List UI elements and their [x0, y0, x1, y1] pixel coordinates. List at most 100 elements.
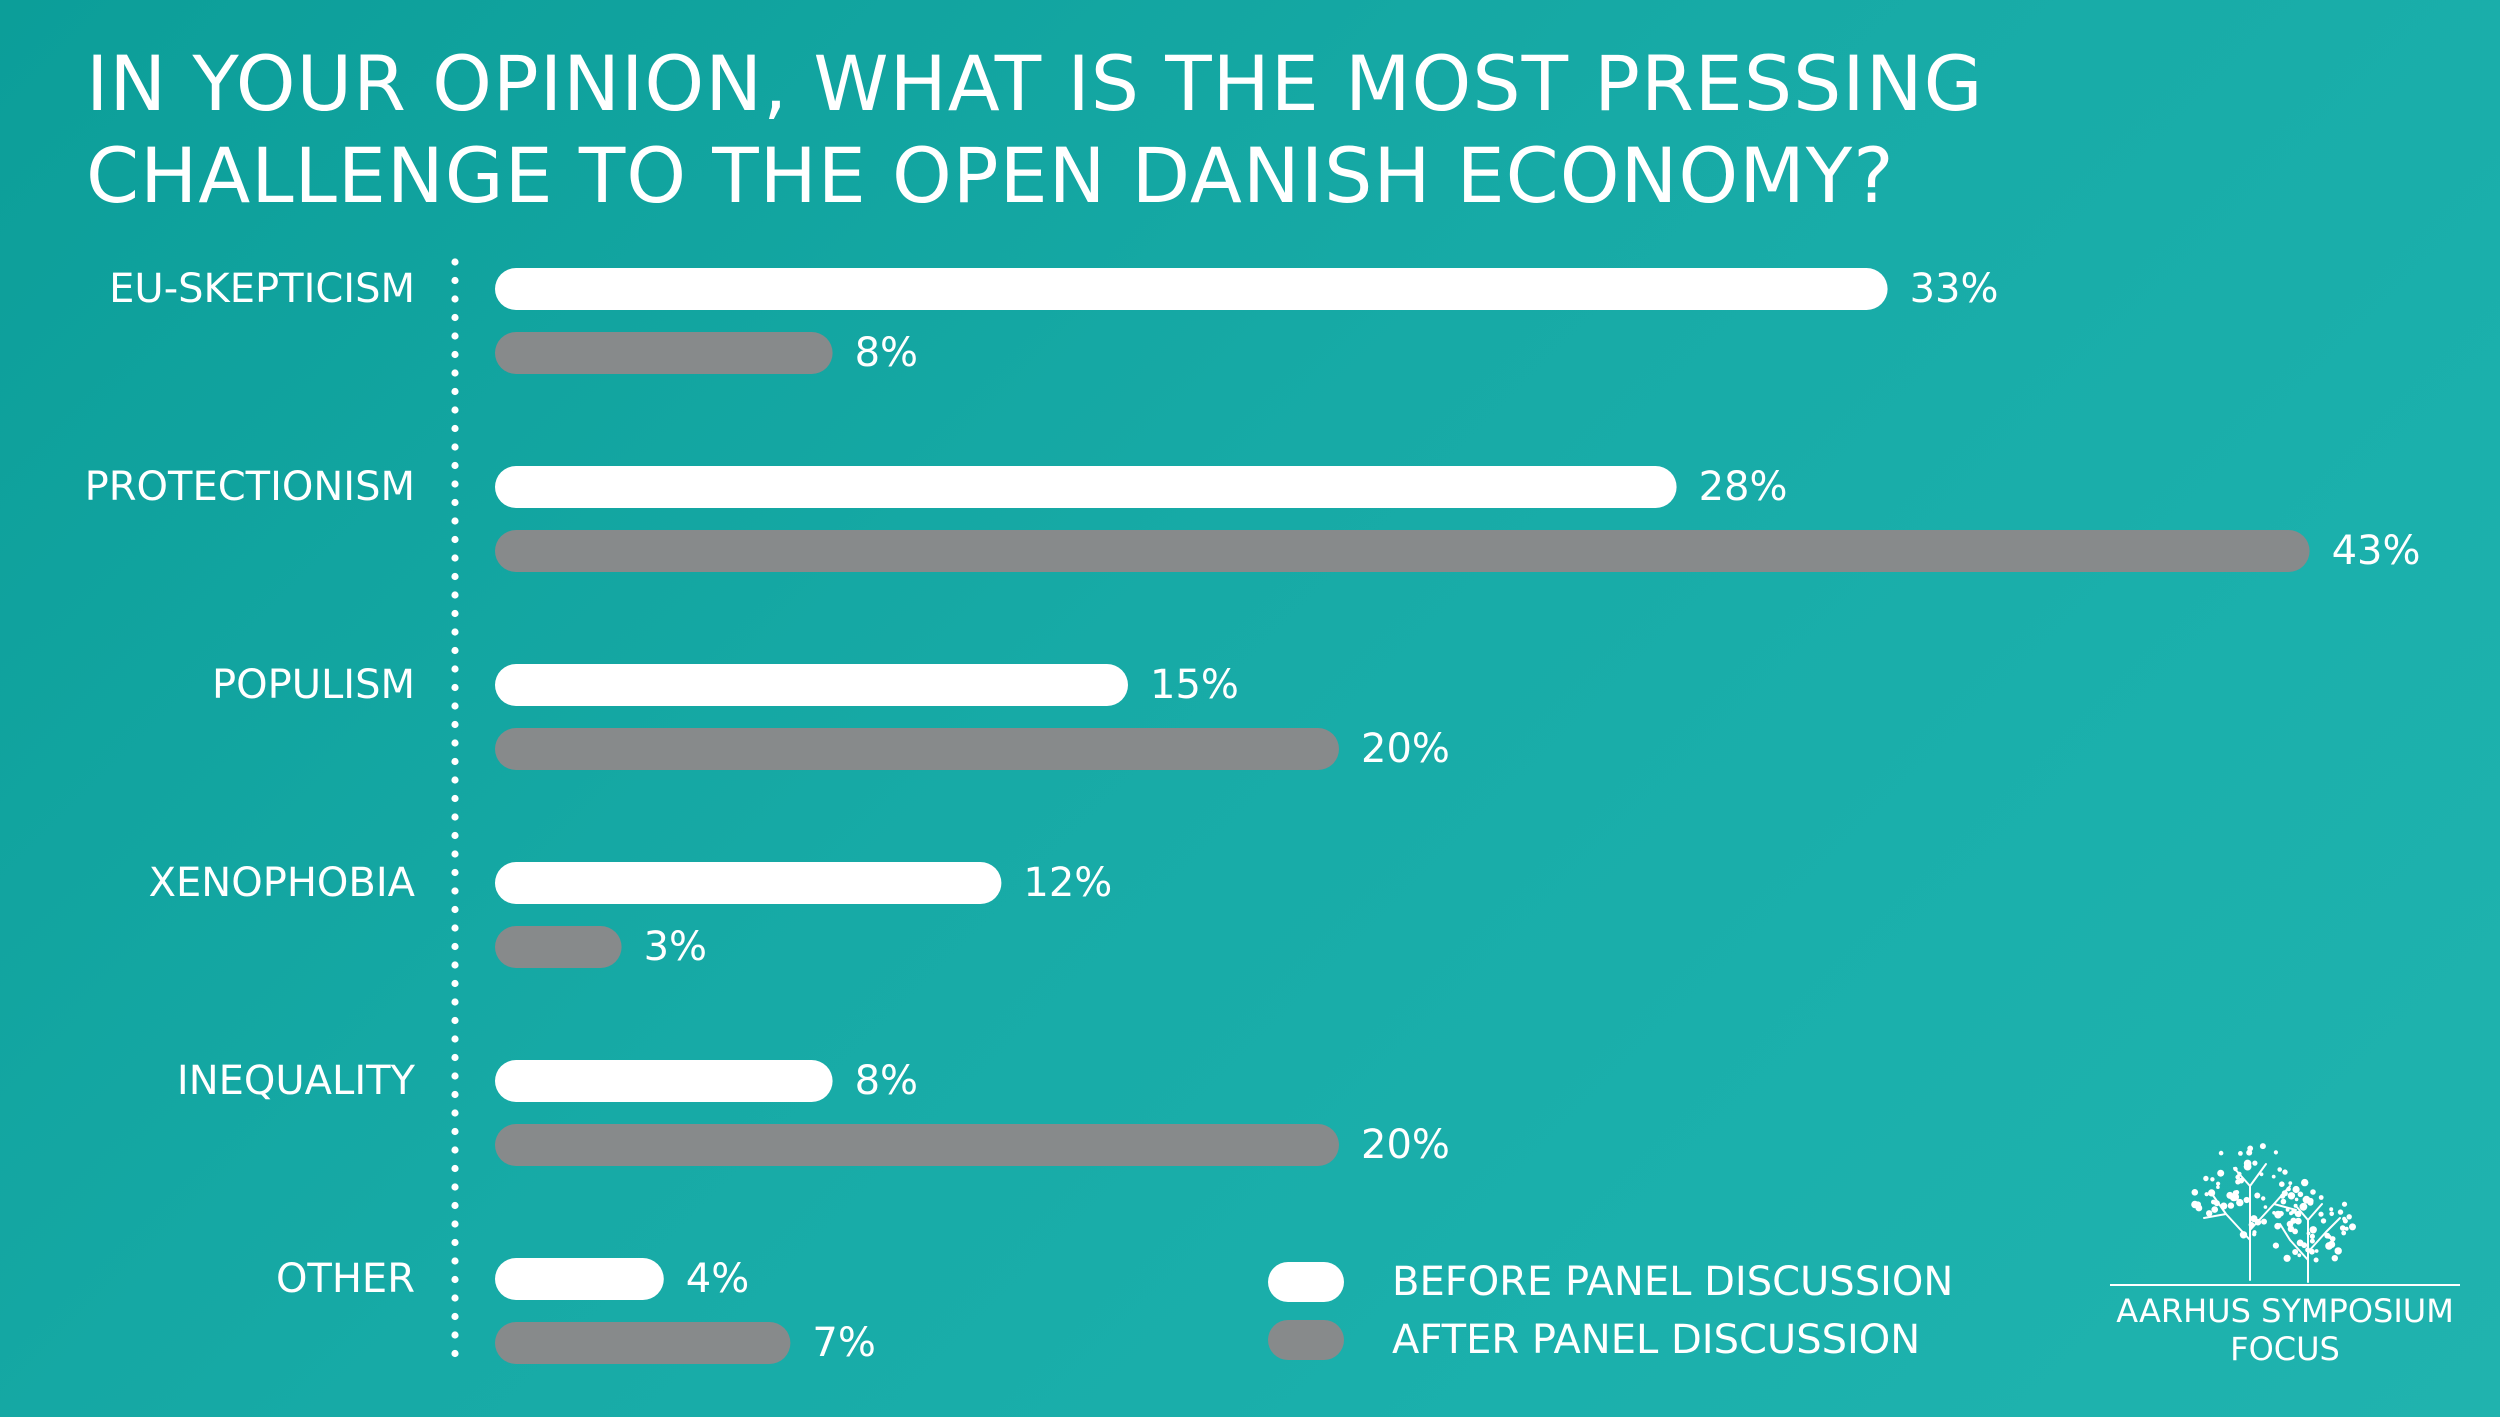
bars — [495, 268, 2310, 1364]
value-label-after-eu-skepticism: 8% — [855, 330, 918, 376]
axis-dot — [451, 757, 459, 766]
axis-dot — [451, 332, 459, 340]
bar-before-protectionism — [495, 466, 1677, 508]
legend-swatch-before — [1268, 1262, 1344, 1302]
axis-dot — [451, 739, 459, 747]
axis-dot — [451, 887, 459, 895]
axis-dot — [451, 850, 459, 858]
axis-dot — [451, 498, 459, 507]
value-label-before-populism: 15% — [1150, 662, 1239, 708]
axis-dot — [451, 517, 459, 525]
category-label-xenophobia: XENOPHOBIA — [149, 860, 416, 906]
bar-after-eu-skepticism — [495, 332, 833, 374]
axis-dot — [451, 276, 459, 285]
axis-dot — [451, 295, 459, 303]
axis-dot — [451, 813, 459, 821]
bar-after-other — [495, 1322, 791, 1364]
axis-dot — [451, 683, 459, 692]
bar-before-xenophobia — [495, 862, 1002, 904]
logo-text: AARHUS SYMPOSIUM FOCUS — [2100, 1292, 2470, 1368]
axis-dot — [451, 961, 459, 969]
axis-dot — [451, 942, 459, 951]
axis-dot — [451, 1257, 459, 1265]
axis-dot — [451, 1294, 459, 1302]
axis-dot — [451, 998, 459, 1006]
axis-dot — [451, 406, 459, 414]
value-label-after-inequality: 20% — [1361, 1122, 1450, 1168]
bar-before-eu-skepticism — [495, 268, 1888, 310]
axis-dot — [451, 369, 459, 377]
axis-dot — [451, 1146, 459, 1154]
axis-dot — [451, 350, 459, 359]
value-label-before-other: 4% — [686, 1256, 749, 1302]
category-label-eu-skepticism: EU-SKEPTICISM — [109, 266, 415, 312]
axis-dot — [451, 387, 459, 396]
logo-line2: FOCUS — [2230, 1330, 2340, 1368]
category-label-other: OTHER — [276, 1256, 415, 1302]
axis-dot — [451, 258, 459, 266]
axis-dot — [451, 831, 459, 840]
axis-dot — [451, 1164, 459, 1173]
value-label-before-xenophobia: 12% — [1023, 860, 1112, 906]
axis-dot — [451, 609, 459, 618]
bar-after-populism — [495, 728, 1339, 770]
axis-dot — [451, 554, 459, 562]
axis-dot — [451, 979, 459, 988]
axis-dot — [451, 868, 459, 877]
legend-swatch-after — [1268, 1320, 1344, 1360]
value-labels: 33% 8% 28% 43% 15% 20% 12% 3% 8% 20% 4% 7% — [644, 266, 2421, 1366]
chart-title: IN YOUR OPINION, WHAT IS THE MOST PRESSI… — [86, 39, 1984, 220]
axis-dot — [451, 313, 459, 322]
axis-dot — [451, 1035, 459, 1043]
axis-dot — [451, 1238, 459, 1247]
axis-dot — [451, 480, 459, 488]
value-label-after-xenophobia: 3% — [644, 924, 707, 970]
axis-dot — [451, 905, 459, 914]
bar-after-xenophobia — [495, 926, 622, 968]
legend-item-after: AFTER PANEL DISCUSSION — [1268, 1316, 2028, 1364]
value-label-after-protectionism: 43% — [2332, 528, 2421, 574]
axis-dot — [451, 1220, 459, 1228]
axis-dot — [451, 628, 459, 636]
axis-dot — [451, 1331, 459, 1339]
axis-dot — [451, 702, 459, 710]
axis-dot — [451, 1090, 459, 1099]
bar-after-inequality — [495, 1124, 1339, 1166]
legend-label-before: BEFORE PANEL DISCUSSION — [1392, 1259, 1954, 1305]
axis-dot — [451, 776, 459, 784]
bar-before-other — [495, 1258, 664, 1300]
axis-dot — [451, 1201, 459, 1210]
dotted-axis — [451, 258, 459, 1358]
axis-dot — [451, 1127, 459, 1136]
axis-dot — [451, 1053, 459, 1062]
axis-dot — [451, 1275, 459, 1284]
legend-item-before: BEFORE PANEL DISCUSSION — [1268, 1258, 2028, 1306]
axis-dot — [451, 794, 459, 803]
axis-dot — [451, 1072, 459, 1080]
logo-divider — [2110, 1284, 2460, 1286]
axis-dot — [451, 665, 459, 673]
axis-dot — [451, 424, 459, 433]
axis-dot — [451, 1109, 459, 1117]
category-label-protectionism: PROTECTIONISM — [85, 464, 415, 510]
bar-after-protectionism — [495, 530, 2310, 572]
legend-label-after: AFTER PANEL DISCUSSION — [1392, 1317, 1921, 1363]
axis-dot — [451, 1016, 459, 1025]
axis-dot — [451, 443, 459, 451]
axis-dot — [451, 1312, 459, 1321]
category-label-populism: POPULISM — [212, 662, 415, 708]
tree-icon — [2191, 1143, 2356, 1283]
value-label-before-protectionism: 28% — [1699, 464, 1788, 510]
value-label-after-other: 7% — [812, 1320, 875, 1366]
value-label-before-inequality: 8% — [855, 1058, 918, 1104]
value-label-after-populism: 20% — [1361, 726, 1450, 772]
axis-dot — [451, 1349, 459, 1358]
axis-dot — [451, 535, 459, 544]
bar-before-inequality — [495, 1060, 833, 1102]
value-label-before-eu-skepticism: 33% — [1910, 266, 1999, 312]
category-label-inequality: INEQUALITY — [177, 1058, 416, 1104]
axis-dot — [451, 591, 459, 599]
axis-dot — [451, 720, 459, 729]
